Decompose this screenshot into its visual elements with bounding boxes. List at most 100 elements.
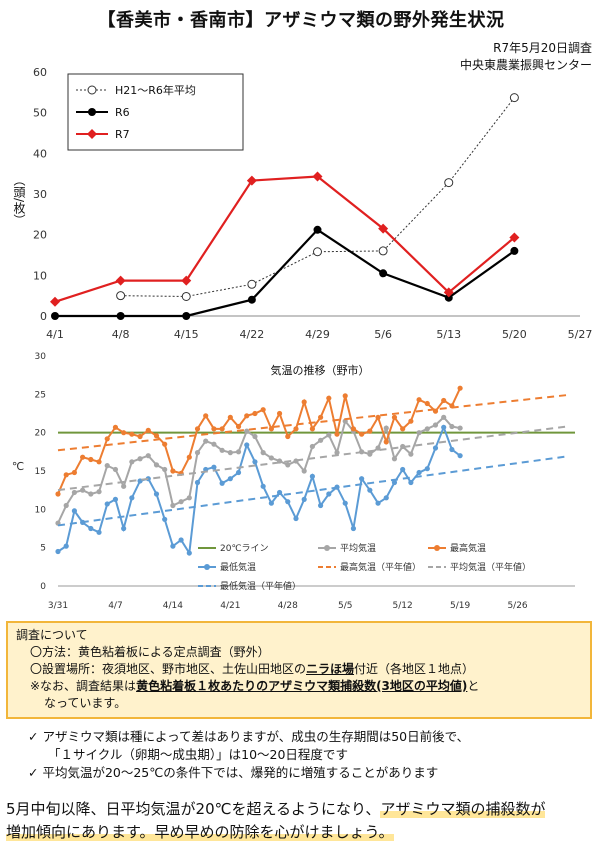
y-tick-label: 60 [33,66,47,79]
x-tick-label: 4/14 [163,601,183,611]
y-axis-label: ℃ [12,460,24,473]
data-point [129,431,135,437]
data-point [260,407,266,413]
data-point [509,232,520,243]
data-point [112,496,119,502]
y-tick-label: 0 [40,310,47,323]
data-point [96,489,102,495]
data-point [383,425,389,431]
data-point [375,500,381,506]
survey-date: R7年5月20日調査 [493,41,592,55]
y-tick-label: 15 [35,467,46,477]
info-heading: 調査について [16,628,88,642]
note-item: ✓ 平均気温が20〜25℃の条件下では、爆発的に増殖することがあります [28,764,588,782]
x-tick-label: 5/27 [568,328,593,341]
data-point [96,459,102,465]
info-place: 〇設置場所：夜須地区、野市地区、土佐山田地区のニラほ場付近（各地区１地点） [16,661,582,678]
data-point [416,397,422,403]
x-tick-label: 4/8 [112,328,130,341]
info-place-highlight: ニラほ場 [306,662,355,676]
x-tick-label: 4/7 [108,601,122,611]
info-place-text: 〇設置場所：夜須地区、野市地区、土佐山田地区の [30,662,307,676]
page-title: 【香美市・香南市】アザミウマ類の野外発生状況 [97,10,505,31]
legend-label: H21〜R6年平均 [115,83,196,97]
data-point [293,426,299,432]
legend-label: 最低気温（平年値） [220,580,301,592]
data-point [408,451,414,457]
x-tick-label: 4/22 [240,328,265,341]
data-point [170,502,176,509]
legend-marker [87,129,97,139]
legend-marker [87,85,97,95]
data-point [400,426,406,432]
data-point [342,393,348,399]
y-tick-label: 10 [35,505,47,515]
y-tick-label: 10 [33,269,47,282]
data-point [378,246,388,256]
data-point [219,447,225,453]
data-point [441,414,447,420]
data-point [359,476,365,482]
data-point [416,469,422,476]
data-point [268,455,274,461]
data-point [80,454,86,460]
data-point [211,441,217,447]
data-point [293,515,299,522]
data-point [88,491,94,497]
data-point [318,502,324,509]
data-point [244,413,250,419]
legend-marker [204,564,210,570]
data-point [247,279,257,289]
series-line [57,387,462,495]
data-point [181,291,191,301]
data-point [268,426,274,432]
data-point [432,445,439,451]
data-point [313,225,322,234]
y-tick-label: 40 [33,147,47,160]
data-point [268,500,274,506]
series-line [57,424,461,556]
data-point [383,439,389,445]
data-point [219,480,225,486]
legend-marker [324,545,330,551]
data-point [400,466,406,473]
series-line [55,228,516,318]
legend-label: R7 [115,128,130,141]
data-point [194,479,201,486]
summary-text: 5月中旬以降、日平均気温が20℃を超えるようになり、アザミウマ類の捕殺数が 増加… [6,798,596,844]
y-tick-label: 0 [40,582,46,592]
data-point [153,491,160,497]
data-point [391,414,398,420]
data-point [153,462,160,468]
data-point [441,424,447,430]
y-tick-label: 20 [33,229,47,242]
x-tick-label: 5/13 [436,328,461,341]
data-point [121,525,127,532]
data-point [444,178,454,188]
series-line [57,415,461,524]
data-point [96,529,102,535]
data-point [88,456,94,463]
summary-highlight: アザミウマ類の捕殺数が [380,800,546,818]
data-point [186,550,192,556]
y-tick-label: 5 [40,544,46,554]
data-point [203,438,209,444]
summary-part: 5月中旬以降、日平均気温が20℃を超えるようになり、 [6,800,381,818]
data-point [104,436,110,442]
data-point [424,426,430,432]
data-point [50,296,60,307]
y-tick-label: 30 [33,188,47,201]
data-point [137,456,143,462]
data-point [301,496,307,502]
data-point [285,433,291,440]
note-item: ✓ アザミウマ類は種によって差はありますが、成虫の生存期間は50日前後で、 [28,728,588,746]
x-tick-label: 5/12 [393,601,413,611]
data-point [367,487,373,493]
data-point [211,426,217,432]
data-point [359,431,365,437]
data-point [416,430,422,436]
data-point [129,459,135,465]
summary-highlight: 増加傾向にあります。早め早めの防除を心がけましょう。 [6,823,394,841]
data-point [104,501,110,507]
data-point [424,400,430,407]
